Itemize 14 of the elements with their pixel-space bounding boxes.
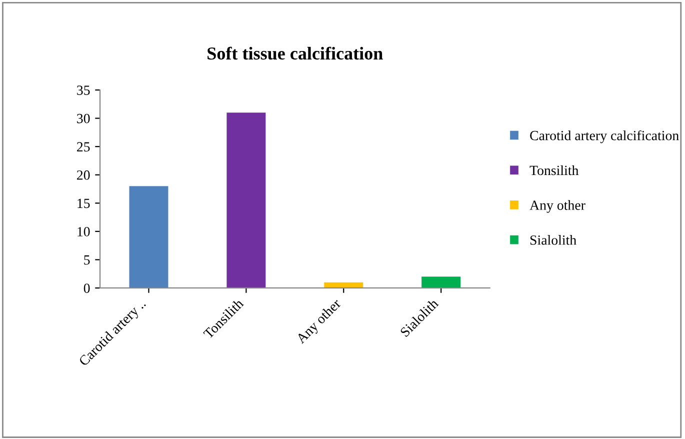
legend-label: Any other [530,200,586,213]
y-tick-label: 5 [84,255,90,265]
y-tick-label: 10 [78,227,90,236]
y-tick-label: 20 [77,170,90,180]
chart-title: Soft tissue calcification [208,46,383,60]
y-tick-label: 25 [77,142,90,152]
legend-label: Carotid artery calcification [530,130,679,144]
legend-label: Tonsilith [530,165,579,176]
legend-label: Sialolith [530,235,576,245]
y-tick-label: 0 [84,284,90,293]
y-tick-label: 35 [77,86,90,95]
y-tick-label: 30 [77,114,90,124]
x-tick-label: Any other [295,298,344,346]
y-tick-label: 15 [78,198,90,208]
